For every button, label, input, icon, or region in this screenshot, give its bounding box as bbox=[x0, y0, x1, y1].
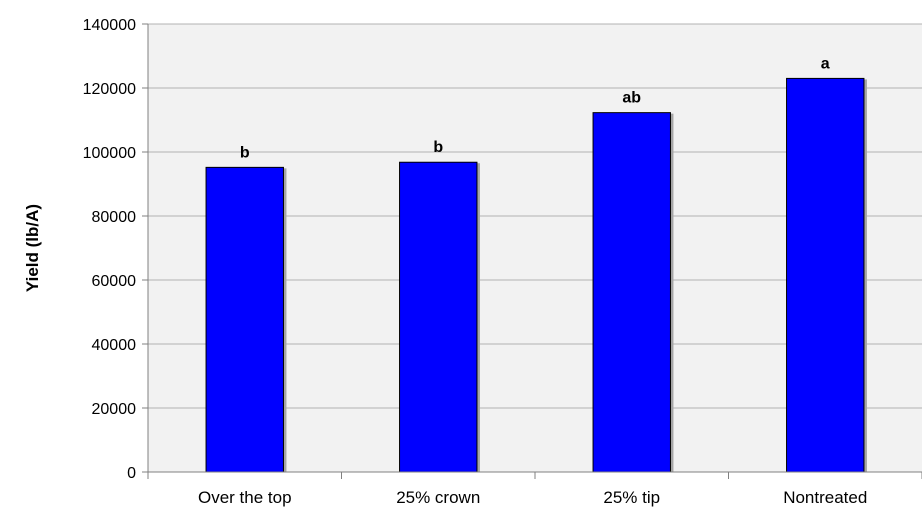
x-tick-label: Over the top bbox=[198, 488, 292, 507]
x-tick-label: 25% crown bbox=[396, 488, 480, 507]
x-tick-label: 25% tip bbox=[603, 488, 660, 507]
bar bbox=[205, 166, 284, 473]
data-labels: b b ab a bbox=[240, 55, 830, 161]
y-tick-label: 0 bbox=[127, 465, 136, 482]
y-tick-label: 140000 bbox=[83, 17, 136, 34]
y-axis-title: Yield (lb/A) bbox=[23, 204, 42, 292]
y-tick-label: 100000 bbox=[83, 145, 136, 162]
y-tick-label: 40000 bbox=[92, 337, 137, 354]
y-tick-label: 80000 bbox=[92, 209, 137, 226]
bar bbox=[399, 161, 478, 473]
bars bbox=[205, 77, 867, 473]
bar-data-label: ab bbox=[622, 90, 641, 107]
bar bbox=[592, 112, 671, 473]
x-tick-label: Nontreated bbox=[783, 488, 867, 507]
y-axis-ticks: 0 20000 40000 60000 80000 100000 120000 140000 bbox=[83, 17, 148, 482]
bar-data-label: a bbox=[821, 55, 830, 72]
x-axis-ticks: Over the top 25% crown 25% tip Nontreated bbox=[147, 472, 922, 507]
bar-data-label: b bbox=[240, 144, 250, 161]
y-tick-label: 60000 bbox=[92, 273, 137, 290]
y-tick-label: 20000 bbox=[92, 401, 137, 418]
bar bbox=[786, 77, 865, 473]
y-tick-label: 120000 bbox=[83, 81, 136, 98]
bar-data-label: b bbox=[433, 139, 443, 156]
